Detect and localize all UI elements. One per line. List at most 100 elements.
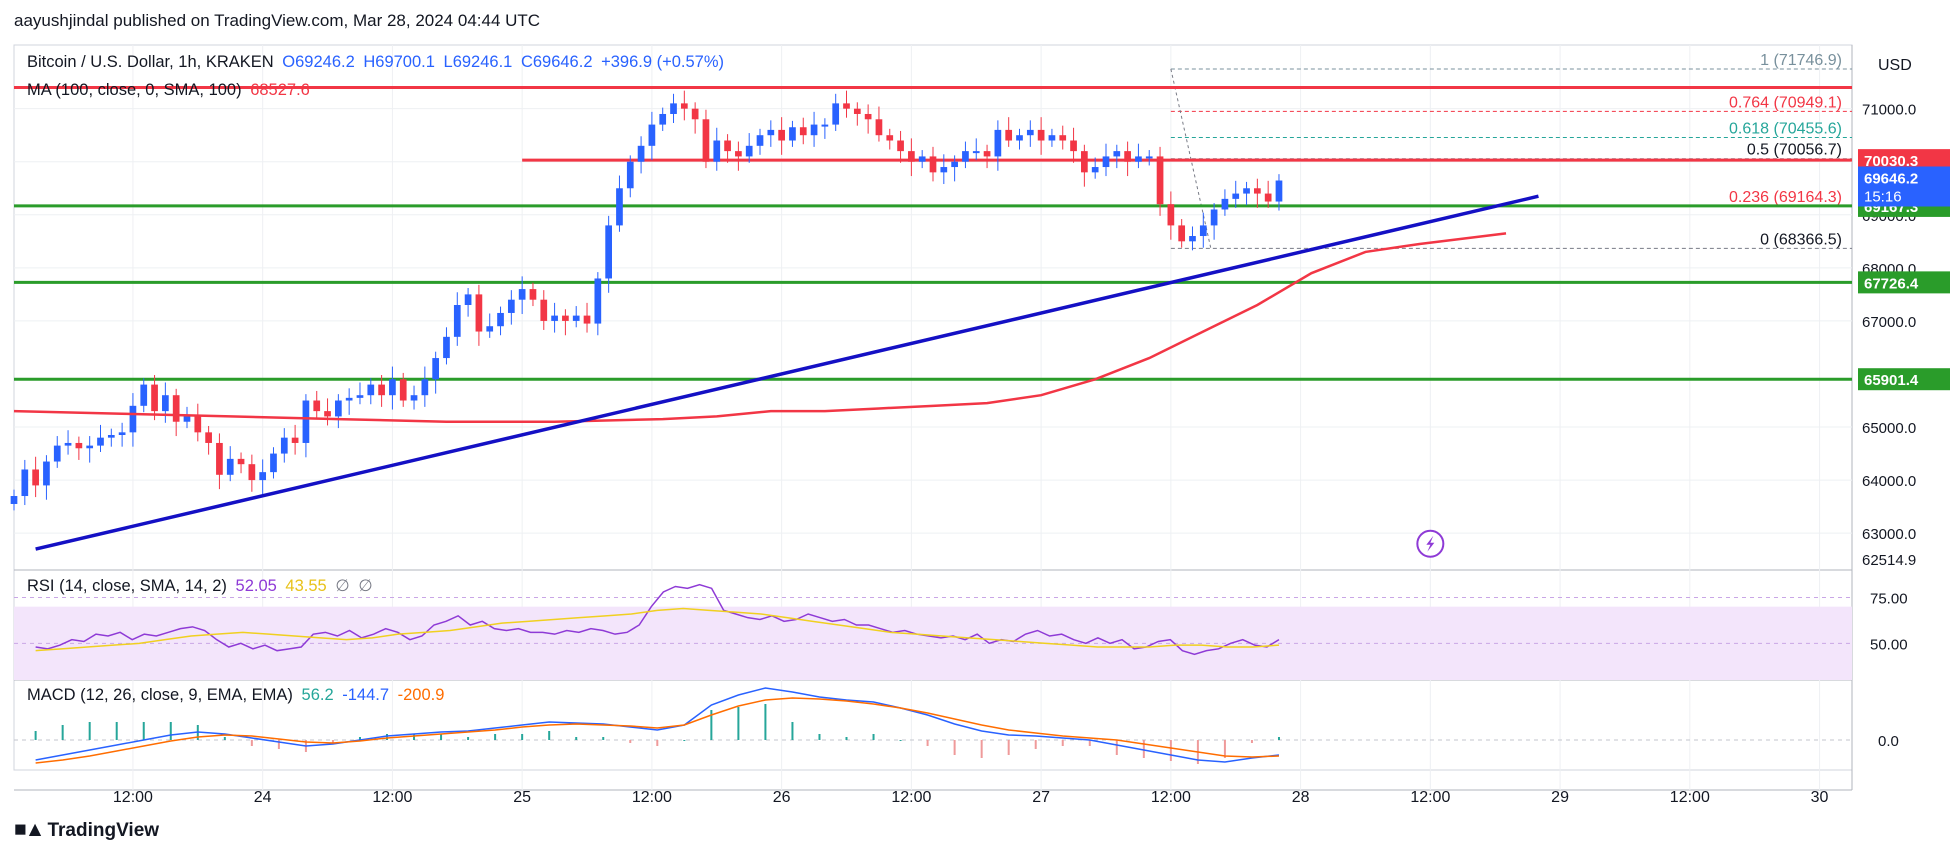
- x-tick-label: 12:00: [1151, 789, 1191, 806]
- candle-down: [216, 442, 223, 475]
- candle-up: [53, 445, 61, 462]
- support-price-tag: [1858, 368, 1950, 391]
- candle-up: [1026, 129, 1034, 136]
- candle-up: [1243, 188, 1250, 194]
- resistance-price-tag: [1858, 149, 1950, 172]
- macd-histogram-bar: [899, 740, 902, 741]
- macd-histogram-bar: [467, 737, 470, 740]
- current-price-tag: [1858, 166, 1950, 207]
- tradingview-logo-icon: ■▲: [14, 818, 46, 841]
- macd-histogram-bar: [1169, 740, 1172, 761]
- macd-histogram-bar: [169, 722, 172, 740]
- candle-up: [162, 395, 169, 412]
- candle-down: [1156, 156, 1164, 205]
- candle-down: [864, 113, 872, 120]
- macd-tick-label: 0.0: [1878, 733, 1899, 750]
- tradingview-logo[interactable]: ■▲ TradingView: [14, 818, 159, 842]
- ohlc-change: +396.9 (+0.57%): [601, 53, 725, 71]
- macd-histogram-bar: [1142, 740, 1145, 758]
- y-tick-label: 67000.0: [1862, 314, 1916, 331]
- candle-up: [1091, 167, 1099, 173]
- x-tick-label: 12:00: [372, 789, 412, 806]
- candle-up: [497, 312, 504, 327]
- x-tick-label: 12:00: [113, 789, 153, 806]
- symbol-name[interactable]: Bitcoin / U.S. Dollar, 1h, KRAKEN: [27, 53, 274, 71]
- y-tick-label: 64000.0: [1862, 473, 1916, 490]
- macd-legend[interactable]: MACD (12, 26, close, 9, EMA, EMA) 56.2 -…: [27, 686, 448, 705]
- x-tick-label: 24: [254, 789, 272, 806]
- candle-down: [778, 129, 785, 141]
- candle-up: [767, 129, 775, 136]
- rsi-tick-label: 75.00: [1870, 591, 1908, 608]
- rsi-label[interactable]: RSI (14, close, SMA, 14, 2): [27, 577, 227, 595]
- candle-down: [853, 108, 861, 114]
- chart-canvas[interactable]: 1 (71746.9) 0.764 (70949.1) 0.618 (70455.6…: [0, 0, 1950, 815]
- y-tick-label: 65000.0: [1862, 420, 1916, 437]
- candle-up: [270, 453, 277, 473]
- macd-histogram-bar: [791, 722, 794, 740]
- symbol-legend[interactable]: Bitcoin / U.S. Dollar, 1h, KRAKEN O69246…: [27, 53, 728, 72]
- candle-up: [464, 294, 472, 305]
- macd-histogram-bar: [656, 740, 659, 746]
- candle-up: [1189, 236, 1196, 242]
- candle-up: [648, 124, 656, 146]
- ohlc-low: L69246.1: [443, 53, 513, 71]
- candle-up: [1210, 209, 1218, 226]
- ma-value: 68527.6: [250, 81, 310, 99]
- support-price-label: 65901.4: [1864, 372, 1919, 389]
- candle-down: [248, 464, 256, 481]
- macd-label[interactable]: MACD (12, 26, close, 9, EMA, EMA): [27, 686, 293, 704]
- rsi-line: [35, 583, 1280, 656]
- macd-histogram-bar: [845, 737, 848, 740]
- rsi-empty-1: ∅: [335, 577, 350, 595]
- publish-caption: aayushjindal published on TradingView.co…: [14, 11, 541, 30]
- fib-level-label: 0.5 (70056.7): [1747, 142, 1842, 159]
- candle-down: [32, 469, 39, 486]
- macd-histogram-bar: [1277, 737, 1280, 740]
- candle-up: [367, 384, 375, 396]
- candle-up: [280, 437, 288, 454]
- macd-histogram-bar: [1088, 740, 1091, 746]
- candle-down: [886, 135, 894, 141]
- candle-up: [421, 379, 429, 396]
- x-tick-label: 28: [1292, 789, 1310, 806]
- macd-histogram-bar: [34, 731, 37, 740]
- ma-legend[interactable]: MA (100, close, 0, SMA, 100) 68527.6: [27, 81, 314, 100]
- fib-level-label: 1 (71746.9): [1760, 52, 1842, 69]
- macd-histogram-bar: [1115, 740, 1118, 755]
- candle-up: [994, 129, 1002, 157]
- candle-up: [832, 103, 840, 125]
- candle-down: [1124, 151, 1131, 162]
- candle-down: [1254, 188, 1261, 194]
- candle-up: [226, 458, 234, 475]
- ma-label[interactable]: MA (100, close, 0, SMA, 100): [27, 81, 242, 99]
- candle-up: [43, 461, 50, 486]
- candle-up: [572, 315, 580, 321]
- fib-level-label: 0 (68366.5): [1760, 231, 1842, 248]
- ohlc-high: H69700.1: [363, 53, 435, 71]
- x-tick-label: 26: [773, 789, 791, 806]
- macd-histogram-bar: [277, 740, 280, 749]
- x-tick-label: 25: [513, 789, 531, 806]
- macd-histogram-bar: [1223, 740, 1226, 758]
- rsi-value: 52.05: [235, 577, 277, 595]
- candle-up: [713, 140, 721, 162]
- candle-up: [10, 496, 18, 504]
- macd-histogram-bar: [764, 704, 767, 740]
- macd-histogram-bar: [953, 740, 956, 755]
- candle-down: [475, 294, 483, 332]
- fib-level-label: 0.236 (69164.3): [1729, 189, 1842, 206]
- rsi-tick-label: 50.00: [1870, 636, 1908, 653]
- rsi-empty-2: ∅: [358, 577, 373, 595]
- fib-level-label: 0.618 (70455.6): [1729, 121, 1842, 138]
- macd-histogram-bar: [413, 734, 416, 740]
- currency-label: USD: [1878, 57, 1912, 74]
- macd-histogram-bar: [1034, 740, 1037, 749]
- bullish-trendline: [35, 194, 1539, 551]
- candle-down: [691, 108, 699, 120]
- rsi-legend[interactable]: RSI (14, close, SMA, 14, 2) 52.05 43.55 …: [27, 576, 377, 596]
- candle-down: [205, 432, 212, 443]
- macd-histogram-bar: [683, 740, 686, 741]
- candle-up: [637, 145, 645, 162]
